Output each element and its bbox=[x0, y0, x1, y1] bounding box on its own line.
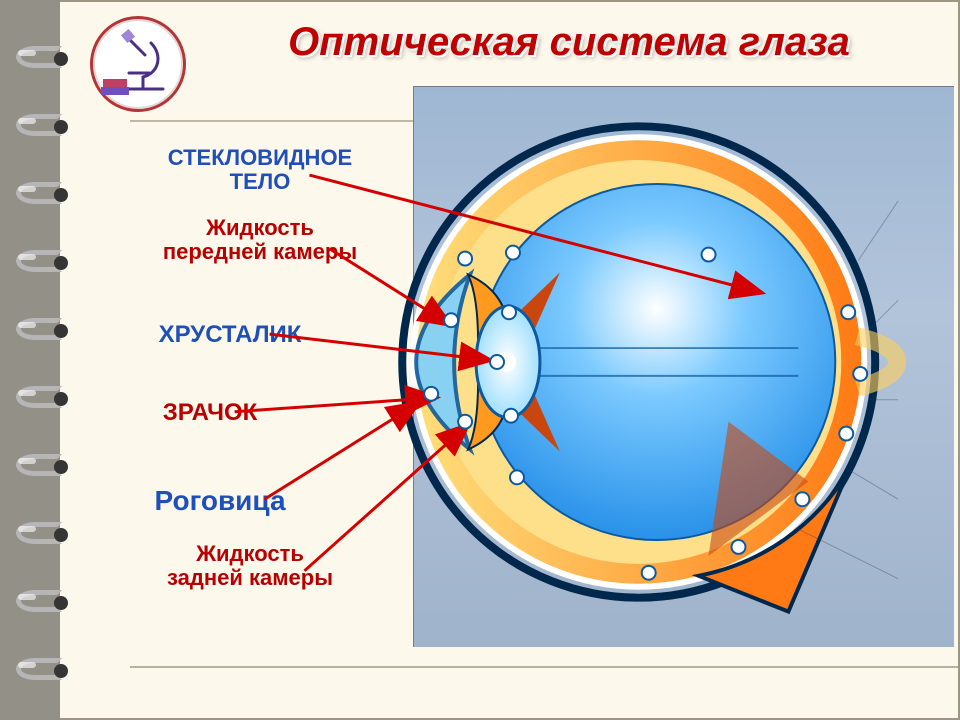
label-cornea: Роговица bbox=[110, 486, 330, 517]
microscope-icon bbox=[93, 19, 183, 109]
slide-stage: Оптическая система глаза СТЕКЛОВИДНОЕТЕЛ… bbox=[0, 0, 960, 720]
binding-ring bbox=[18, 44, 64, 74]
binding-ring bbox=[18, 316, 64, 346]
page-area: Оптическая система глаза СТЕКЛОВИДНОЕТЕЛ… bbox=[60, 0, 960, 720]
diagram-panel bbox=[413, 86, 954, 647]
label-vitreous: СТЕКЛОВИДНОЕТЕЛО bbox=[130, 146, 390, 194]
page-title: Оптическая система глаза bbox=[220, 20, 918, 65]
binding-ring bbox=[18, 588, 64, 618]
binding-ring bbox=[18, 384, 64, 414]
label-posterior-fluid: Жидкостьзадней камеры bbox=[110, 542, 390, 590]
label-lens: ХРУСТАЛИК bbox=[110, 322, 350, 348]
footer-line bbox=[130, 666, 958, 668]
binding-ring bbox=[18, 112, 64, 142]
binding-ring bbox=[18, 452, 64, 482]
binding-ring bbox=[18, 248, 64, 278]
label-pupil: ЗРАЧОК bbox=[110, 400, 310, 426]
binding-ring bbox=[18, 656, 64, 686]
books-icon bbox=[101, 79, 129, 95]
binding-ring bbox=[18, 520, 64, 550]
label-anterior-fluid: Жидкостьпередней камеры bbox=[110, 216, 410, 264]
microscope-badge bbox=[90, 16, 186, 112]
binding-ring bbox=[18, 180, 64, 210]
